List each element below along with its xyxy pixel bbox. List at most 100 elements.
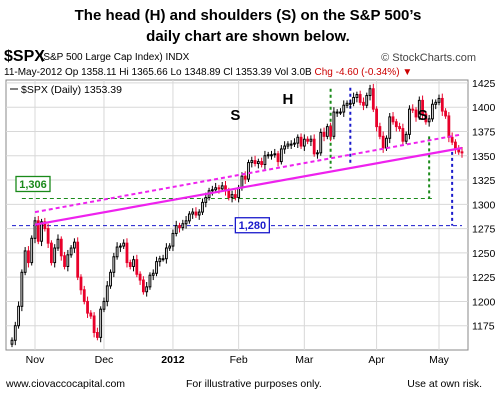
candle-body (447, 115, 451, 138)
candle-body (217, 187, 221, 190)
legend: $SPX (Daily) 1353.39 (10, 84, 122, 96)
candle-body (197, 211, 201, 216)
candle-body (391, 116, 395, 123)
candle-body (388, 116, 392, 139)
candle-body (266, 154, 270, 157)
price-chart: 1175 1200 1225 1250 1275 1300 1325 1350 1375 1400… (0, 78, 496, 379)
headline-line-1: The head (H) and shoulders (S) on the S&… (74, 7, 422, 24)
candle-body (247, 162, 250, 180)
candle-body (109, 271, 112, 287)
candle-body (86, 300, 89, 314)
candle-body (96, 332, 99, 338)
candle-body (450, 136, 454, 143)
y-tick-label: 1275 (472, 224, 496, 236)
candle-body (355, 94, 359, 98)
candle-body (115, 246, 119, 258)
level-callout-label: 1,280 (239, 220, 267, 232)
candle-body (431, 103, 434, 120)
headline-line-2: daily chart are shown below. (146, 28, 350, 45)
candles (10, 83, 464, 348)
candle-body (214, 187, 218, 191)
candle-body (184, 220, 188, 225)
quote-high: Hi 1365.66 (119, 67, 168, 78)
candle-body (53, 247, 57, 264)
candle-body (368, 88, 372, 97)
candle-body (227, 190, 231, 199)
pattern-label: S (418, 107, 428, 124)
candle-body (460, 151, 464, 154)
candle-body (178, 225, 181, 229)
candle-body (270, 154, 273, 157)
candle-body (36, 220, 40, 242)
candle-body (138, 273, 142, 281)
candle-body (50, 242, 53, 264)
candle-body (243, 175, 247, 180)
candle-body (319, 131, 323, 154)
candle-body (263, 155, 267, 165)
footer-disclaimer: For illustrative purposes only. (186, 378, 322, 390)
candle-body (10, 339, 14, 345)
quote-low: Lo 1348.89 (170, 67, 221, 78)
candle-body (102, 300, 106, 310)
symbol: $SPX (4, 48, 45, 65)
x-tick-label: Dec (95, 354, 114, 366)
candle-body (329, 126, 333, 137)
candle-body (408, 108, 411, 135)
candle-body (33, 220, 37, 239)
candle-body (289, 143, 293, 146)
candle-body (427, 118, 431, 123)
candle-body (181, 223, 185, 229)
symbol-description: (S&P 500 Large Cap Index) INDX (40, 52, 190, 63)
candle-body (309, 138, 313, 142)
candle-body (375, 108, 378, 128)
candle-body (233, 194, 237, 199)
candle-body (63, 255, 66, 267)
candle-body (128, 262, 132, 267)
quote-volume: Vol 3.0B (274, 67, 312, 78)
candle-body (122, 242, 126, 247)
candle-body (187, 213, 191, 222)
y-tick-label: 1300 (472, 199, 496, 211)
candle-body (424, 113, 428, 123)
legend-label: $SPX (Daily) 1353.39 (21, 84, 122, 96)
candle-body (417, 99, 421, 118)
candle-body (164, 247, 168, 260)
candle-body (302, 138, 306, 147)
candle-body (171, 232, 175, 247)
candle-body (46, 228, 50, 244)
down-arrow-icon: ▼ (402, 67, 413, 78)
candle-body (279, 148, 283, 163)
candle-body (352, 96, 356, 104)
candle-body (125, 242, 129, 264)
quote-line: 11-May-2012 Op 1358.11 Hi 1365.66 Lo 134… (4, 67, 412, 78)
x-tick-label: Apr (368, 354, 385, 366)
candle-body (381, 135, 385, 149)
candle-body (348, 102, 352, 105)
candle-body (394, 121, 398, 128)
y-tick-label: 1400 (472, 102, 496, 114)
candle-body (76, 241, 80, 278)
candle-body (385, 137, 388, 149)
neckline-dashed (34, 133, 463, 214)
candle-body (316, 152, 319, 155)
candle-body (240, 175, 244, 189)
candle-body (230, 194, 234, 199)
candle-body (89, 312, 93, 317)
candle-body (293, 142, 296, 145)
y-tick-label: 1250 (472, 248, 496, 260)
candle-body (332, 111, 336, 137)
y-tick-label: 1375 (472, 126, 496, 138)
candle-body (365, 95, 369, 106)
candle-body (145, 286, 149, 293)
candle-body (398, 126, 401, 130)
quote-close: Cl 1353.39 (223, 67, 272, 78)
candle-body (358, 94, 362, 103)
candle-body (43, 221, 47, 230)
candle-body (158, 258, 162, 263)
candle-body (250, 160, 254, 164)
candle-body (141, 279, 145, 293)
quote-date: 11-May-2012 (4, 67, 63, 78)
y-tick-label: 1325 (472, 175, 496, 187)
candle-body (378, 126, 382, 137)
candle-body (99, 308, 103, 338)
